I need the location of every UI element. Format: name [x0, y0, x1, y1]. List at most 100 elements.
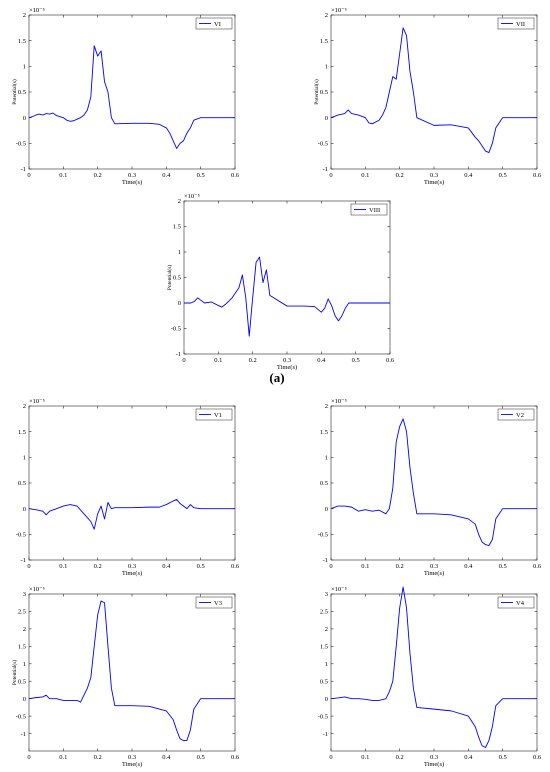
- x-tick-label: 0.3: [128, 754, 136, 761]
- legend-label: VI: [214, 21, 221, 28]
- y-tick-label: 1: [23, 455, 26, 462]
- exponent-label: ×10⁻⁵: [29, 7, 45, 14]
- y-tick-label: -1: [21, 731, 26, 738]
- y-tick-label: 0: [23, 696, 26, 703]
- exponent-label: ×10⁻⁵: [331, 398, 347, 405]
- legend-box: [195, 17, 233, 30]
- x-tick-label: 0: [27, 563, 30, 570]
- x-tick-label: 0.5: [499, 172, 507, 179]
- y-tick-label: 0.5: [173, 275, 181, 282]
- series-line: [330, 586, 537, 748]
- y-tick-label: 0: [178, 300, 181, 307]
- x-tick-label: 0.2: [94, 754, 102, 761]
- series-line: [330, 27, 537, 154]
- y-tick-label: -0.5: [16, 141, 26, 148]
- plot-frame: [28, 405, 236, 561]
- x-tick-label: 0.3: [283, 357, 291, 364]
- y-tick-label: 0.5: [18, 678, 26, 685]
- y-tick-label: 1: [325, 64, 328, 71]
- x-axis-label: Time(s): [122, 570, 142, 577]
- plot-frame: [330, 593, 538, 752]
- x-tick-label: 0.5: [197, 172, 205, 179]
- y-tick-label: 2: [23, 403, 26, 410]
- y-tick-label: -0.5: [171, 326, 181, 333]
- x-tick-label: 0.3: [430, 172, 438, 179]
- y-tick-label: 2: [23, 626, 26, 633]
- x-tick-label: 0: [329, 563, 332, 570]
- x-axis-label: Time(s): [277, 364, 297, 371]
- x-tick-label: 0.6: [533, 563, 542, 570]
- x-tick-label: 0.2: [94, 563, 102, 570]
- x-axis-label: Time(s): [122, 761, 142, 768]
- legend-box: [497, 408, 535, 421]
- y-tick-label: 0: [23, 115, 26, 122]
- legend-box: [497, 596, 535, 609]
- y-tick-label: 1.5: [320, 429, 328, 436]
- y-tick-label: -1: [21, 557, 26, 564]
- y-tick-label: 1.5: [320, 644, 328, 651]
- y-tick-label: 0.5: [320, 89, 328, 96]
- plot-frame: [330, 14, 538, 170]
- chart-v4: 0 0.1 0.2 0.3 0.4 0.5 0.6 -1 -0.5 0 0.5 1 1.5 2 2.5 3×1…: [318, 586, 542, 768]
- legend-label: V4: [516, 600, 525, 607]
- y-tick-label: -1: [21, 166, 26, 173]
- y-tick-label: 1: [23, 661, 26, 668]
- x-tick-label: 0: [27, 172, 30, 179]
- exponent-label: ×10⁻⁵: [331, 586, 347, 593]
- y-tick-label: 1.5: [320, 38, 328, 45]
- plot-frame: [28, 14, 236, 170]
- legend-box: [195, 596, 233, 609]
- legend-label: V3: [214, 600, 222, 607]
- y-tick-label: 0: [325, 506, 328, 513]
- x-tick-label: 0.3: [128, 563, 136, 570]
- y-tick-label: -1: [323, 557, 328, 564]
- y-tick-label: -0.5: [16, 713, 26, 720]
- y-axis-label: Potential(s): [313, 79, 320, 105]
- plot-frame: [330, 405, 538, 561]
- chart-v1: 0 0.1 0.2 0.3 0.4 0.5 0.6 -1 -0.5 0 0.5 1 1.5 2×10⁻⁵ T…: [16, 398, 240, 577]
- x-tick-label: 0.1: [361, 754, 369, 761]
- x-axis-label: Time(s): [424, 179, 444, 186]
- y-tick-label: 0: [325, 115, 328, 122]
- x-tick-label: 0.5: [499, 563, 507, 570]
- chart-viii: 0 0.1 0.2 0.3 0.4 0.5 0.6 -1 -0.5 0 0.5 1 1.5 2×10⁻⁵ T…: [166, 193, 395, 371]
- x-tick-label: 0.6: [231, 754, 240, 761]
- x-tick-label: 0: [182, 357, 185, 364]
- x-tick-label: 0: [329, 172, 332, 179]
- chart-vii: 0 0.1 0.2 0.3 0.4 0.5 0.6 -1 -0.5 0 0.5 1 1.5 2×10⁻⁵ T…: [313, 7, 542, 186]
- y-tick-label: -0.5: [318, 713, 328, 720]
- x-tick-label: 0.3: [430, 754, 438, 761]
- x-tick-label: 0.3: [430, 563, 438, 570]
- x-tick-label: 0.4: [162, 172, 171, 179]
- series-line: [184, 256, 390, 337]
- x-tick-label: 0.6: [231, 172, 240, 179]
- y-tick-label: 1: [325, 455, 328, 462]
- y-tick-label: 2: [325, 626, 328, 633]
- y-tick-label: 3: [23, 591, 26, 598]
- y-tick-label: 1.5: [18, 38, 26, 45]
- x-tick-label: 0.6: [231, 563, 240, 570]
- y-tick-label: 0.5: [320, 480, 328, 487]
- legend-label: V2: [516, 412, 524, 419]
- x-tick-label: 0.2: [396, 172, 404, 179]
- x-tick-label: 0.1: [214, 357, 222, 364]
- y-tick-label: -1: [176, 351, 181, 358]
- y-tick-label: 1.5: [18, 644, 26, 651]
- x-tick-label: 0.1: [59, 172, 67, 179]
- legend-box: [195, 408, 233, 421]
- exponent-label: ×10⁻⁵: [29, 586, 45, 593]
- y-tick-label: 0.5: [320, 678, 328, 685]
- x-tick-label: 0.1: [361, 172, 369, 179]
- y-axis-label: Potential(s): [11, 79, 18, 105]
- y-tick-label: 3: [325, 591, 328, 598]
- x-tick-label: 0.6: [386, 357, 395, 364]
- x-tick-label: 0.4: [464, 563, 473, 570]
- x-axis-label: Time(s): [424, 570, 444, 577]
- exponent-label: ×10⁻⁵: [331, 7, 347, 14]
- x-tick-label: 0: [329, 754, 332, 761]
- legend-label: VII: [516, 21, 525, 28]
- chart-v2: 0 0.1 0.2 0.3 0.4 0.5 0.6 -1 -0.5 0 0.5 1 1.5 2×10⁻⁵ T…: [318, 398, 542, 577]
- series-line: [330, 418, 537, 547]
- y-axis-label: Potential(s): [11, 660, 18, 686]
